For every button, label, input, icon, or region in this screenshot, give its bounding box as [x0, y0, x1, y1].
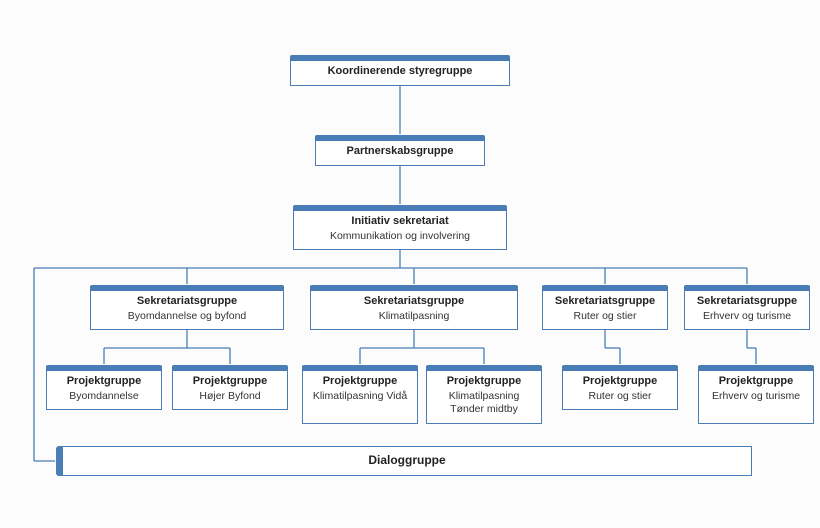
dialog-accent-bar — [56, 446, 63, 476]
node-title: Sekretariatsgruppe — [317, 295, 511, 309]
node-accent-bar — [562, 365, 678, 371]
node-accent-bar — [684, 285, 810, 291]
node-title: Projektgruppe — [53, 375, 155, 389]
node-projekt-1: Projektgruppe Byomdannelse — [46, 370, 162, 410]
node-initiativ: Initiativ sekretariat Kommunikation og i… — [293, 210, 507, 250]
node-subtitle: Klimatilpasning Vidå — [309, 390, 411, 403]
node-sekretariat-4: Sekretariatsgruppe Erhverv og turisme — [684, 290, 810, 330]
node-projekt-4: Projektgruppe Klimatilpasning Tønder mid… — [426, 370, 542, 424]
node-subtitle: Ruter og stier — [569, 390, 671, 403]
node-dialoggruppe: Dialoggruppe — [62, 446, 752, 476]
node-subtitle: Klimatilpasning — [317, 310, 511, 323]
node-title: Projektgruppe — [705, 375, 807, 389]
node-accent-bar — [90, 285, 284, 291]
node-subtitle: Erhverv og turisme — [705, 390, 807, 403]
node-subtitle: Kommunikation og involvering — [300, 230, 500, 243]
node-title: Initiativ sekretariat — [300, 215, 500, 229]
node-title: Projektgruppe — [179, 375, 281, 389]
node-subtitle: Erhverv og turisme — [691, 310, 803, 323]
node-title: Sekretariatsgruppe — [691, 295, 803, 309]
node-accent-bar — [46, 365, 162, 371]
node-accent-bar — [293, 205, 507, 211]
node-accent-bar — [310, 285, 518, 291]
node-sekretariat-2: Sekretariatsgruppe Klimatilpasning — [310, 290, 518, 330]
dialog-label: Dialoggruppe — [368, 453, 445, 467]
node-accent-bar — [172, 365, 288, 371]
node-title: Partnerskabsgruppe — [322, 145, 478, 159]
node-subtitle: Byomdannelse og byfond — [97, 310, 277, 323]
node-projekt-6: Projektgruppe Erhverv og turisme — [698, 370, 814, 424]
node-partnerskab: Partnerskabsgruppe — [315, 140, 485, 166]
node-title: Projektgruppe — [569, 375, 671, 389]
node-title: Projektgruppe — [309, 375, 411, 389]
node-accent-bar — [290, 55, 510, 61]
node-projekt-3: Projektgruppe Klimatilpasning Vidå — [302, 370, 418, 424]
node-sekretariat-3: Sekretariatsgruppe Ruter og stier — [542, 290, 668, 330]
node-title: Projektgruppe — [433, 375, 535, 389]
node-projekt-5: Projektgruppe Ruter og stier — [562, 370, 678, 410]
node-subtitle: Højer Byfond — [179, 390, 281, 403]
node-subtitle: Ruter og stier — [549, 310, 661, 323]
node-projekt-2: Projektgruppe Højer Byfond — [172, 370, 288, 410]
node-subtitle: Byomdannelse — [53, 390, 155, 403]
node-sekretariat-1: Sekretariatsgruppe Byomdannelse og byfon… — [90, 290, 284, 330]
node-title: Sekretariatsgruppe — [549, 295, 661, 309]
node-subtitle: Klimatilpasning Tønder midtby — [433, 390, 535, 416]
node-koordinerende: Koordinerende styregruppe — [290, 60, 510, 86]
node-accent-bar — [302, 365, 418, 371]
node-title: Sekretariatsgruppe — [97, 295, 277, 309]
node-accent-bar — [315, 135, 485, 141]
node-accent-bar — [542, 285, 668, 291]
node-accent-bar — [698, 365, 814, 371]
node-accent-bar — [426, 365, 542, 371]
node-title: Koordinerende styregruppe — [297, 65, 503, 79]
